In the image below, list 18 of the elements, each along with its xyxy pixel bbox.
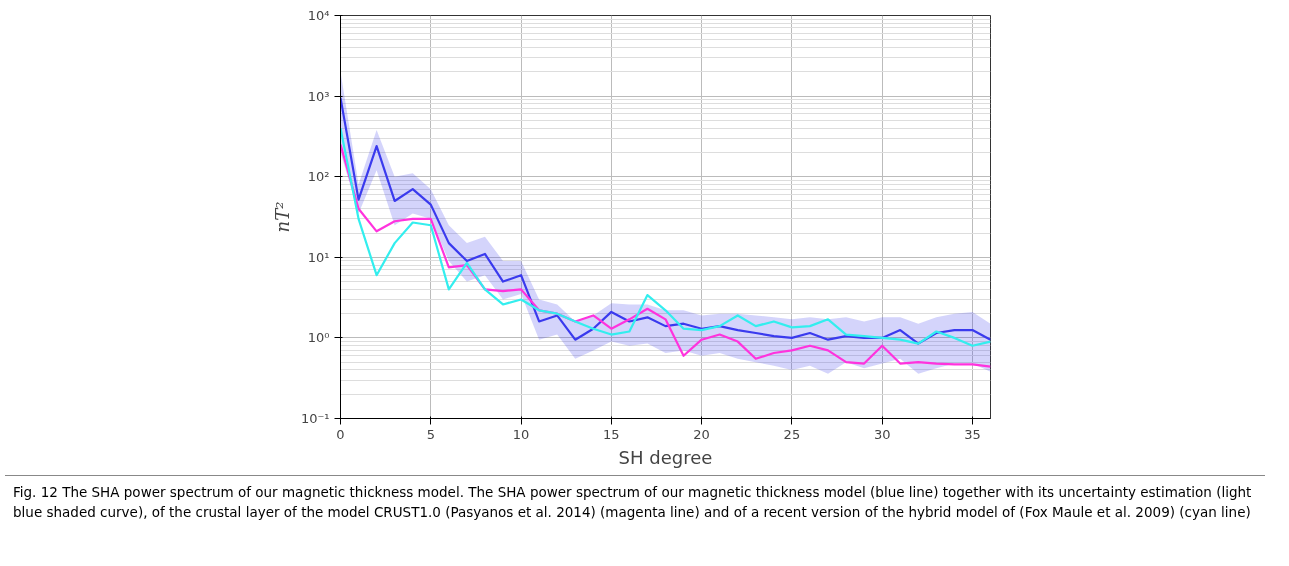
- x-axis-title: SH degree: [618, 446, 713, 468]
- x-tick-label: 30: [873, 426, 891, 442]
- y-tick-label: 10⁰: [307, 330, 330, 346]
- x-tick-label: 0: [336, 426, 345, 442]
- caption: Fig. 12 The SHA power spectrum of our magnetic thickness model. The SHA power spectrum of our magnetic thickness model (blue line) together with its uncertainty estimation (light blue shaded curve), of the crustal layer of the model CRUST1.0 (Pasyanos et al. 2014) (magenta line) and of a recent version of the hybrid model of (Fox Maule et al. 2009) (cyan line): [13, 483, 1253, 523]
- x-tick-label: 25: [783, 426, 801, 442]
- y-tick-label: 10³: [307, 88, 330, 104]
- x-tick-label: 10: [512, 426, 530, 442]
- y-axis-title: nT²: [271, 201, 293, 233]
- x-tick-label: 15: [603, 426, 620, 442]
- x-tick-label: 35: [964, 426, 981, 442]
- y-tick-label: 10²: [307, 169, 330, 185]
- line-series: [340, 143, 991, 368]
- y-tick-label: 10¹: [307, 249, 330, 265]
- x-tick-label: 20: [693, 426, 710, 442]
- y-tick-label: 10⁴: [307, 8, 330, 23]
- x-tick-label: 5: [426, 426, 435, 442]
- y-tick-label: 10⁻¹: [300, 411, 330, 426]
